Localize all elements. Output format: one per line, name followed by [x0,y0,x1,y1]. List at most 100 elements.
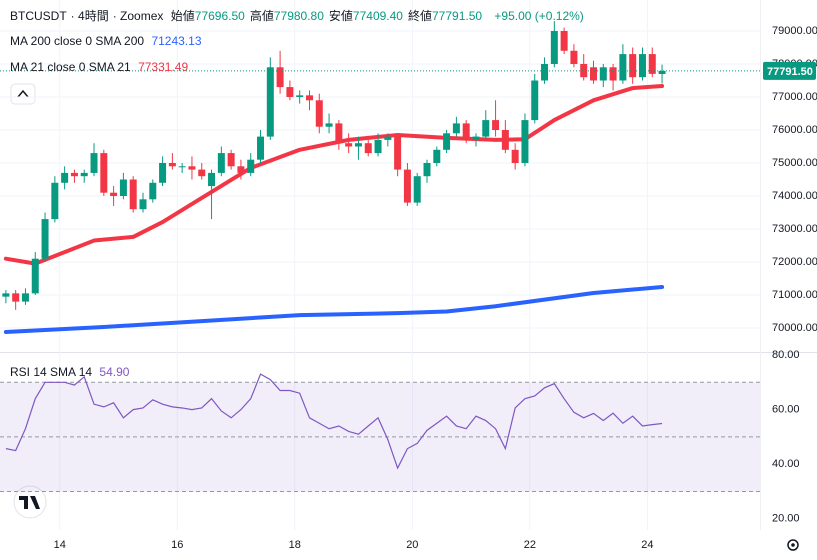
candle-body [335,123,343,144]
candle-body [599,67,607,81]
interval: 4時間 [78,9,109,23]
ohlc-label: 高値 [249,9,274,23]
x-tick-label: 24 [641,539,653,551]
candle-body [521,120,529,163]
legend-value: 54.90 [99,365,130,379]
symbol: BTCUSDT [10,9,67,23]
candle-body [188,166,196,170]
x-tick-label: 14 [54,539,66,551]
candle-body [609,67,617,81]
candle-body [403,169,411,203]
candle-body [110,192,118,196]
candle-body [31,258,39,294]
y-tick-label: 70000.00 [772,322,817,334]
candle-body [638,54,646,78]
legend-name: MA 21 close 0 SMA 21 [10,60,131,74]
x-tick-label: 20 [406,539,418,551]
candle-body [21,293,29,302]
candle-body [178,166,186,168]
candle-body [198,169,206,177]
y-tick-label: 20.00 [772,513,800,525]
ohlc-value: 77409.40 [352,9,403,23]
candle-body [374,139,382,154]
candle-body [315,100,323,127]
candle-body [550,30,558,64]
candle-body [462,123,470,140]
y-tick-label: 80.00 [772,349,800,361]
candle-body [217,153,225,173]
candle-body [413,176,421,203]
exchange: Zoomex [120,9,164,23]
ohlc-label: 安値 [328,9,353,23]
candle-body [619,54,627,81]
y-tick-label: 74000.00 [772,190,817,202]
candle-body [590,67,598,81]
candle-body [345,143,353,147]
candle-body [296,95,304,97]
logo [13,485,47,519]
y-tick-label: 79000.00 [772,25,817,37]
last-price-tag [763,61,816,80]
candle-body [159,162,167,183]
ohlc: 始値77696.50 高値77980.80 安値77409.40 終値77791.50 [171,9,487,23]
candle-body [658,70,666,75]
candle-body [394,136,402,170]
candle-body [423,162,431,177]
candle-body [168,162,176,167]
legend-name: MA 200 close 0 SMA 200 [10,34,145,48]
y-tick-label: 40.00 [772,458,800,470]
grid-layer [0,0,760,530]
legend-value: 77331.49 [138,60,189,74]
legend-value: 71243.13 [151,34,202,48]
y-tick-label: 60.00 [772,404,800,416]
ohlc-label: 始値 [170,9,195,23]
candle-body [100,153,108,193]
change: +95.00 (+0.12%) [494,9,584,23]
candle-body [580,63,588,78]
candle-body [41,219,49,259]
candle-body [266,67,274,137]
candle-body [80,172,88,177]
candle-body [90,153,98,173]
rsi-line [5,373,663,470]
candle-body [354,143,362,147]
candle-body [227,153,235,167]
ohlc-value: 77791.50 [432,9,483,23]
candle-body [452,123,460,134]
ma-line [3,284,665,334]
ohlc-label: 終値 [407,9,432,23]
candle-body [325,123,333,127]
candle-body [501,129,509,150]
candle-body [208,172,216,187]
candle-body [119,179,127,196]
candle-body [257,136,265,160]
candle-body [511,149,519,163]
candle-body [70,172,78,177]
candle-body [482,120,490,137]
symbol-header: BTCUSDT · 4時間 · Zoomex 始値77696.50 高値77980.8… [10,9,584,23]
candle-body [472,136,480,140]
y-tick-label: 71000.00 [772,289,817,301]
collapse-button[interactable] [10,83,36,105]
y-tick-label: 77000.00 [772,91,817,103]
candle-body [61,172,69,183]
x-tick-label: 16 [171,539,183,551]
candle-body [129,179,137,210]
x-tick-label: 18 [289,539,301,551]
candle-body [51,182,59,220]
y-tick-label: 75000.00 [772,157,817,169]
candle-body [629,54,637,78]
settings-icon[interactable] [787,539,799,551]
candle-body [433,149,441,163]
candle-body [12,293,20,302]
candle-body [531,80,539,121]
candle-body [560,30,568,51]
candle-body [364,143,372,154]
y-tick-label: 76000.00 [772,124,817,136]
legend-rsi: RSI 14 SMA 14 54.90 [10,365,133,379]
candle-body [149,182,157,200]
candle-body [247,159,255,173]
y-tick-label: 73000.00 [772,223,817,235]
candle-body [384,136,392,140]
